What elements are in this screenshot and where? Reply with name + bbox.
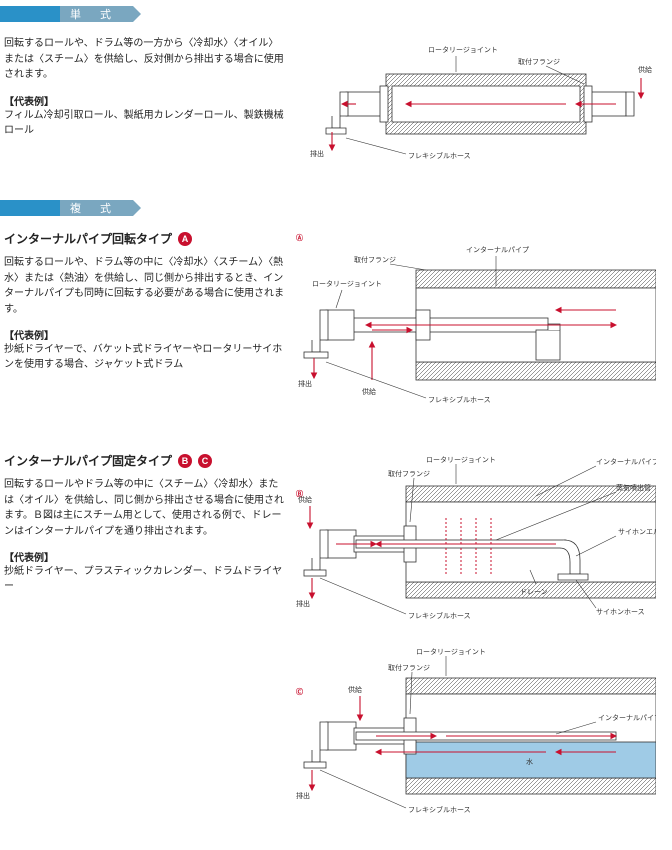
lbl-rotary: ロータリージョイント [428, 45, 498, 54]
svg-text:供給: 供給 [362, 387, 376, 396]
badge-c: C [198, 454, 212, 468]
svg-text:蒸気噴出管: 蒸気噴出管 [616, 483, 651, 492]
a-body: 回転するロールや、ドラム等の中に〈冷却水〉〈スチーム〉〈熱水〉または〈熱油〉を供… [4, 255, 284, 317]
svg-text:サイホンホース: サイホンホース [596, 608, 645, 616]
a-title: インターナルパイプ回転タイプ A [4, 230, 284, 247]
svg-text:排出: 排出 [298, 379, 312, 388]
svg-text:取付フランジ: 取付フランジ [354, 255, 396, 264]
a-sub: 【代表例】 [4, 327, 284, 342]
bc-sub: 【代表例】 [4, 549, 284, 564]
diagram-a: Ⓐ インターナルパイプ 取付フランジ ロー [296, 230, 656, 430]
block-a: インターナルパイプ回転タイプ A 回転するロールや、ドラム等の中に〈冷却水〉〈ス… [0, 226, 672, 448]
header-bar [0, 6, 60, 22]
block-single: 回転するロールや、ドラム等の一方から〈冷却水〉〈オイル〉または〈スチーム〉を供給… [0, 32, 672, 194]
single-ex: フィルム冷却引取ロール、製紙用カレンダーロール、製鉄機械ロール [4, 108, 284, 138]
badge-a: A [178, 232, 192, 246]
lbl-supply: 供給 [638, 65, 652, 74]
svg-text:フレキシブルホース: フレキシブルホース [408, 611, 471, 620]
marker-a: Ⓐ [296, 233, 303, 242]
header-tail: 単 式 [60, 6, 133, 22]
a-title-text: インターナルパイプ回転タイプ [4, 230, 172, 247]
section-header-multi: 複 式 [0, 200, 672, 216]
bc-ex: 抄紙ドライヤー、プラスティックカレンダー、ドラムドライヤー [4, 564, 284, 594]
diagram-c: Ⓒ 水 ロータリージョイント 取付フランジ [296, 642, 656, 832]
svg-text:インターナルパイプ: インターナルパイプ [596, 457, 656, 466]
svg-text:取付フランジ: 取付フランジ [388, 663, 430, 672]
svg-text:ドレーン: ドレーン [520, 589, 548, 596]
svg-text:サイホンエルボ: サイホンエルボ [618, 528, 656, 536]
svg-text:フレキシブルホース: フレキシブルホース [428, 395, 491, 404]
single-body: 回転するロールや、ドラム等の一方から〈冷却水〉〈オイル〉または〈スチーム〉を供給… [4, 36, 284, 83]
svg-text:排出: 排出 [296, 599, 310, 608]
marker-c: Ⓒ [296, 687, 303, 696]
svg-text:インターナルパイプ: インターナルパイプ [466, 245, 529, 254]
bc-body: 回転するロールやドラム等の中に〈スチーム〉〈冷却水〉または〈オイル〉を供給し、同… [4, 477, 284, 539]
lbl-drain: 排出 [310, 149, 324, 158]
svg-text:インターナルパイプ: インターナルパイプ [598, 713, 656, 722]
header-bar [0, 200, 60, 216]
bc-title: インターナルパイプ固定タイプ B C [4, 452, 284, 469]
svg-text:ロータリージョイント: ロータリージョイント [312, 279, 382, 288]
a-ex: 抄紙ドライヤーで、バケット式ドライヤーやロータリーサイホンを使用する場合、ジャケ… [4, 342, 284, 372]
svg-text:フレキシブルホース: フレキシブルホース [408, 805, 471, 814]
svg-text:水: 水 [526, 757, 533, 766]
block-bc: インターナルパイプ固定タイプ B C 回転するロールやドラム等の中に〈スチーム〉… [0, 448, 672, 850]
svg-text:供給: 供給 [348, 685, 362, 694]
header-tail: 複 式 [60, 200, 133, 216]
svg-text:供給: 供給 [298, 495, 312, 504]
svg-text:取付フランジ: 取付フランジ [388, 469, 430, 478]
lbl-hose: フレキシブルホース [408, 151, 471, 160]
single-sub: 【代表例】 [4, 93, 284, 108]
svg-text:排出: 排出 [296, 791, 310, 800]
section-header-single: 単 式 [0, 6, 672, 22]
badge-b: B [178, 454, 192, 468]
diagram-single: ロータリージョイント 取付フランジ フレキシブルホース 供給 排出 [296, 36, 656, 176]
diagram-b: Ⓑ ロータリージョイント [296, 452, 656, 642]
svg-text:ロータリージョイント: ロータリージョイント [416, 647, 486, 656]
svg-text:ロータリージョイント: ロータリージョイント [426, 455, 496, 464]
bc-title-text: インターナルパイプ固定タイプ [4, 452, 172, 469]
lbl-flange: 取付フランジ [518, 57, 560, 66]
